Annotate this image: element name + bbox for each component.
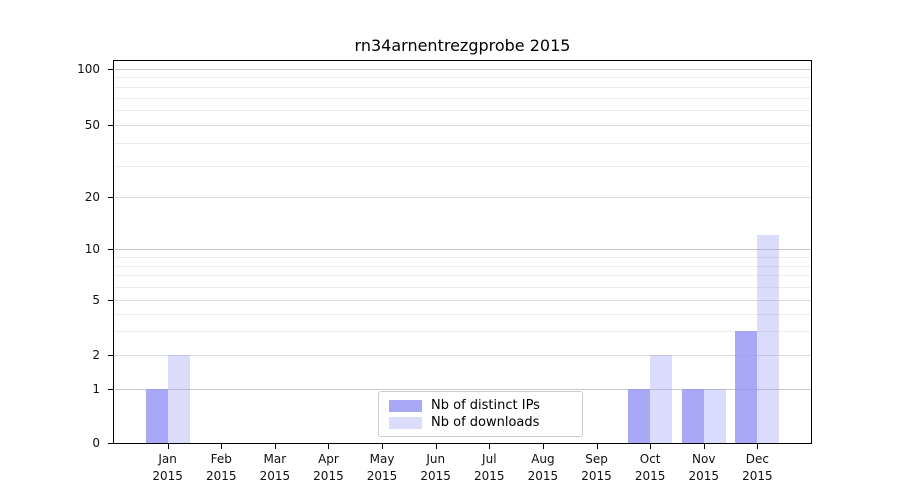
minor-gridline <box>114 256 811 258</box>
x-tick-mark <box>650 444 652 449</box>
x-tick-mark <box>703 444 705 449</box>
major-gridline <box>114 249 811 250</box>
x-tick-mark <box>542 444 544 449</box>
x-tick-label: Mar 2015 <box>259 452 291 483</box>
x-tick-label: Aug 2015 <box>527 452 559 483</box>
y-tick-label: 2 <box>92 348 100 363</box>
x-tick-label: Jan 2015 <box>152 452 183 483</box>
bar-nb-of-distinct-ips-nov <box>681 389 704 443</box>
minor-gridline <box>114 331 811 333</box>
bar-nb-of-distinct-ips-oct <box>628 389 651 443</box>
x-tick-label: Jun 2015 <box>420 452 451 483</box>
x-tick-mark <box>757 444 759 449</box>
legend-swatch-downloads <box>389 416 422 429</box>
y-tick-label: 50 <box>84 118 100 133</box>
legend-entry-downloads: Nb of downloads <box>389 415 572 430</box>
x-tick-mark <box>221 444 223 449</box>
y-tick-label: 100 <box>77 61 100 76</box>
y-tick-label: 5 <box>92 293 100 308</box>
plot-area <box>113 60 812 444</box>
x-tick-label: Nov 2015 <box>688 452 720 483</box>
major-gridline <box>114 68 811 70</box>
y-tick-label: 10 <box>84 242 100 256</box>
y-tick-mark <box>108 125 113 127</box>
x-tick-mark <box>274 444 276 449</box>
major-gridline <box>114 125 811 127</box>
minor-gridline <box>114 142 811 144</box>
y-tick-mark <box>108 443 113 444</box>
minor-gridline <box>114 97 811 99</box>
y-tick-label: 20 <box>84 190 100 205</box>
minor-gridline <box>114 286 811 288</box>
y-tick-mark <box>108 389 113 390</box>
x-tick-label: Feb 2015 <box>205 452 237 483</box>
chart-title: rn34arnentrezgprobe 2015 <box>354 36 571 55</box>
minor-gridline <box>114 275 811 277</box>
x-tick-mark <box>435 444 437 449</box>
minor-gridline <box>114 165 811 167</box>
x-tick-mark <box>382 444 384 449</box>
minor-gridline <box>114 86 811 88</box>
bar-nb-of-distinct-ips-jan <box>145 389 168 443</box>
bar-nb-of-downloads-nov <box>703 389 726 443</box>
minor-gridline <box>114 77 811 79</box>
legend: Nb of distinct IPs Nb of downloads <box>378 391 583 437</box>
x-tick-mark <box>167 444 169 449</box>
y-tick-label: 1 <box>92 382 100 396</box>
legend-entry-distinct-ips: Nb of distinct IPs <box>389 398 572 413</box>
minor-gridline <box>114 265 811 267</box>
y-tick-mark <box>108 68 113 70</box>
major-gridline <box>114 355 811 357</box>
x-tick-label: Oct 2015 <box>634 452 666 483</box>
minor-gridline <box>114 110 811 112</box>
bar-nb-of-distinct-ips-dec <box>735 331 758 443</box>
y-tick-mark <box>108 249 113 250</box>
x-tick-label: Dec 2015 <box>742 452 773 483</box>
major-gridline <box>114 300 811 302</box>
legend-swatch-distinct-ips <box>389 399 422 412</box>
y-tick-mark <box>108 197 113 199</box>
bar-nb-of-downloads-jan <box>167 355 190 443</box>
minor-gridline <box>114 313 811 315</box>
y-tick-mark <box>108 300 113 302</box>
x-tick-label: Sep 2015 <box>581 452 612 483</box>
x-tick-label: Apr 2015 <box>313 452 344 483</box>
x-tick-mark <box>489 444 491 449</box>
bar-nb-of-downloads-oct <box>650 355 673 443</box>
y-tick-mark <box>108 355 113 357</box>
major-gridline <box>114 197 811 199</box>
x-tick-mark <box>596 444 598 449</box>
major-gridline <box>114 389 811 390</box>
legend-label-distinct-ips: Nb of distinct IPs <box>431 398 540 413</box>
x-tick-mark <box>328 444 330 449</box>
bar-nb-of-downloads-dec <box>757 235 780 443</box>
legend-label-downloads: Nb of downloads <box>431 415 540 430</box>
x-tick-label: May 2015 <box>366 452 398 483</box>
x-tick-label: Jul 2015 <box>474 452 505 483</box>
y-tick-label: 0 <box>92 436 100 450</box>
